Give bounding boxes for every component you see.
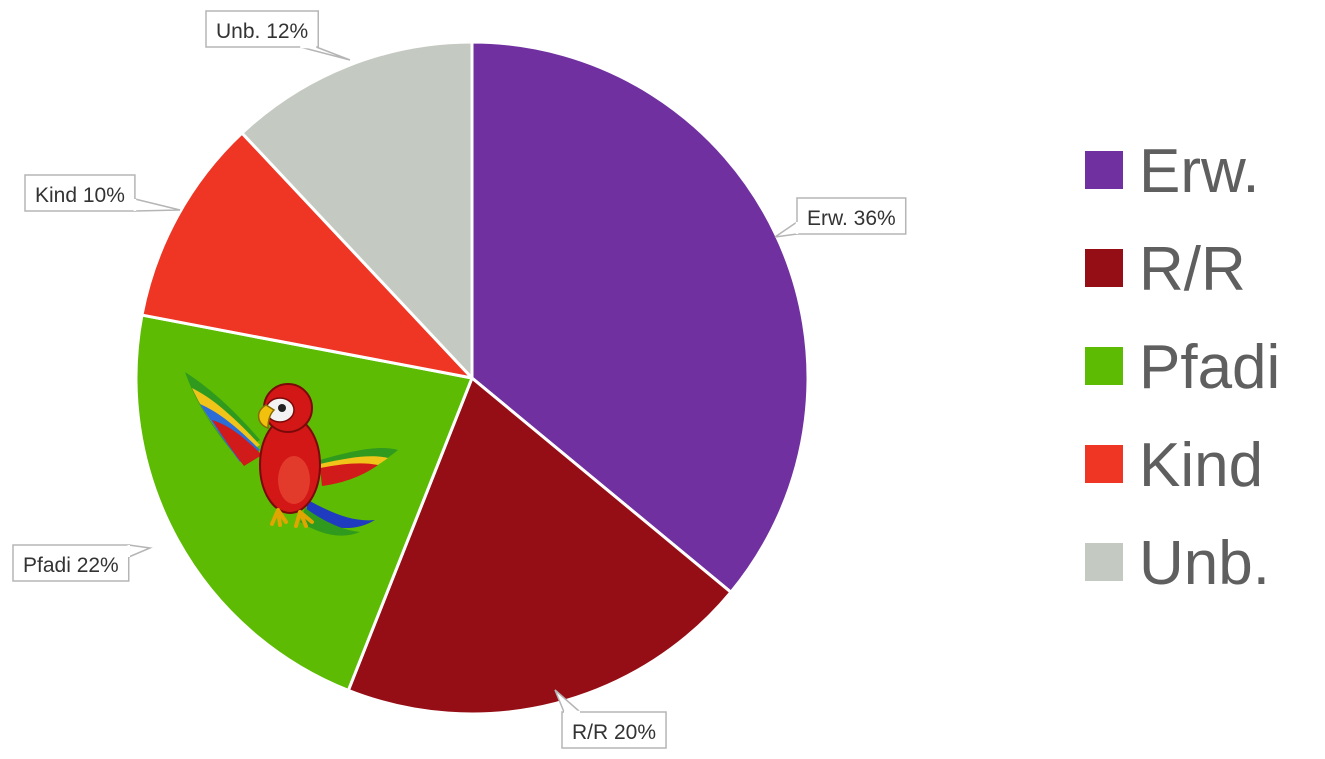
legend-label: Kind (1139, 431, 1263, 500)
svg-text:Pfadi 22%: Pfadi 22% (23, 554, 119, 577)
legend-swatch (1085, 347, 1123, 385)
svg-text:Erw. 36%: Erw. 36% (807, 207, 896, 230)
data-label-unb: Unb. 12% (206, 11, 350, 60)
data-label-kind: Kind 10% (25, 175, 180, 211)
legend-label: Erw. (1139, 137, 1260, 206)
data-label-erw: Erw. 36% (775, 198, 906, 237)
legend-swatch (1085, 543, 1123, 581)
svg-text:Unb. 12%: Unb. 12% (216, 20, 308, 43)
data-label-pfadi: Pfadi 22% (13, 545, 150, 581)
legend-label: Pfadi (1139, 333, 1280, 402)
legend-swatch (1085, 249, 1123, 287)
legend-item-unb[interactable]: Unb. (1085, 529, 1270, 598)
legend-swatch (1085, 151, 1123, 189)
legend: Erw. R/R Pfadi Kind Unb. (1085, 137, 1280, 598)
legend-swatch (1085, 445, 1123, 483)
svg-text:R/R 20%: R/R 20% (572, 721, 656, 744)
legend-item-erw[interactable]: Erw. (1085, 137, 1260, 206)
legend-item-pfadi[interactable]: Pfadi (1085, 333, 1280, 402)
svg-text:Kind 10%: Kind 10% (35, 184, 125, 207)
legend-label: Unb. (1139, 529, 1270, 598)
legend-item-r-r[interactable]: R/R (1085, 235, 1246, 304)
legend-item-kind[interactable]: Kind (1085, 431, 1263, 500)
pie-slices (136, 42, 808, 714)
legend-label: R/R (1139, 235, 1246, 304)
